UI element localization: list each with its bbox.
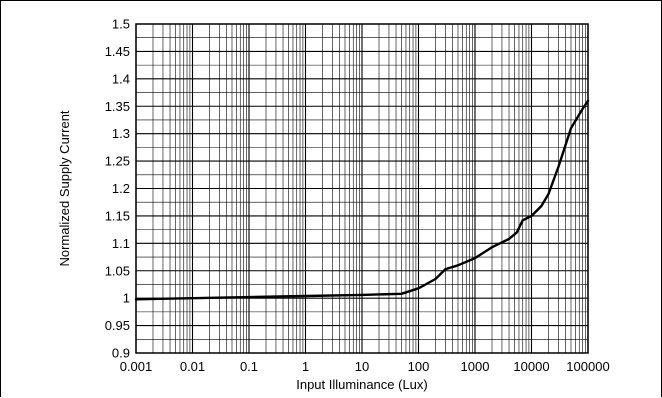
y-tick-label: 1.05: [105, 263, 130, 278]
x-tick-label: 1000: [461, 359, 490, 374]
series-layer: [134, 99, 590, 301]
y-tick-label: 1.25: [105, 154, 130, 169]
x-tick-label: 1: [302, 359, 309, 374]
y-axis-ticks: 0.9 0.95 1 1.05 1.1 1.15 1.2 1.25 1.3 1.35 1.4 1.45…: [105, 17, 130, 361]
x-tick-label: 100000: [566, 359, 609, 374]
y-tick-label: 0.95: [105, 318, 130, 333]
x-tick-label: 0.1: [240, 359, 258, 374]
x-axis-ticks: 0.001 0.01 0.1 1 10 100 1000 10000 100000: [120, 359, 610, 374]
y-tick-label: 1.45: [105, 44, 130, 59]
major-gridlines: [135, 23, 589, 354]
x-tick-label: 10: [355, 359, 369, 374]
y-tick-label: 1.1: [112, 236, 130, 251]
series-line: [134, 99, 590, 301]
y-tick-label: 1.35: [105, 99, 130, 114]
x-tick-label: 100: [408, 359, 430, 374]
x-axis-label: Input Illuminance (Lux): [296, 377, 428, 392]
y-tick-label: 1.5: [112, 17, 130, 32]
y-axis-label: Normalized Supply Current: [57, 110, 72, 266]
y-tick-label: 1.4: [112, 71, 130, 86]
y-tick-label: 1.2: [112, 181, 130, 196]
y-tick-label: 1: [123, 291, 130, 306]
x-tick-label: 0.01: [180, 359, 205, 374]
x-tick-label: 10000: [513, 359, 549, 374]
plot-frame: [135, 23, 589, 354]
y-tick-label: 1.15: [105, 208, 130, 223]
y-tick-label: 1.3: [112, 126, 130, 141]
y-tick-label: 0.9: [112, 346, 130, 361]
x-tick-label: 0.001: [120, 359, 153, 374]
